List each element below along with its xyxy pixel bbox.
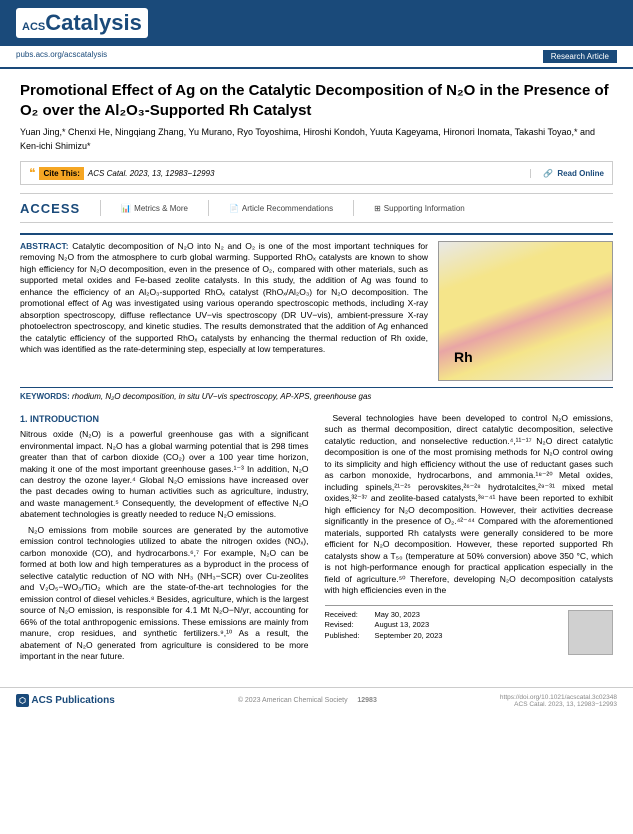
paragraph: N₂O emissions from mobile sources are ge… — [20, 525, 309, 663]
cover-thumbnail — [568, 610, 613, 655]
body-columns: 1. INTRODUCTION Nitrous oxide (N₂O) is a… — [20, 413, 613, 667]
footer-doi: https://doi.org/10.1021/acscatal.3c02348… — [500, 694, 617, 708]
left-column: 1. INTRODUCTION Nitrous oxide (N₂O) is a… — [20, 413, 309, 667]
link-icon: 🔗 — [543, 169, 553, 178]
copyright: © 2023 American Chemical Society 12983 — [115, 697, 500, 704]
right-column: Several technologies have been developed… — [325, 413, 614, 667]
section-heading: 1. INTRODUCTION — [20, 413, 309, 425]
read-online-label: Read Online — [557, 169, 604, 178]
paragraph: Nitrous oxide (N₂O) is a powerful greenh… — [20, 429, 309, 521]
acs-mark-icon: ⬡ — [16, 694, 29, 707]
abstract-text-block: ABSTRACT: Catalytic decomposition of N₂O… — [20, 241, 428, 381]
article-title: Promotional Effect of Ag on the Catalyti… — [20, 81, 613, 120]
page-footer: ⬡ ACS Publications © 2023 American Chemi… — [0, 687, 633, 714]
keywords-row: KEYWORDS: rhodium, N₂O decomposition, in… — [20, 387, 613, 401]
abstract-body: Catalytic decomposition of N₂O into N₂ a… — [20, 241, 428, 354]
article-icon: 📄 — [229, 204, 239, 213]
divider — [208, 200, 209, 216]
access-label: ACCESS — [20, 201, 80, 216]
author-list: Yuan Jing,* Chenxi He, Ningqiang Zhang, … — [20, 126, 613, 153]
paragraph: Several technologies have been developed… — [325, 413, 614, 597]
dates-box: Received: Revised: Published: May 30, 20… — [325, 605, 614, 655]
divider — [100, 200, 101, 216]
date-values: May 30, 2023 August 13, 2023 September 2… — [375, 610, 443, 655]
journal-header: ACSCatalysis — [0, 0, 633, 46]
pubs-url[interactable]: pubs.acs.org/acscatalysis — [16, 50, 107, 63]
metrics-icon: 📊 — [121, 204, 131, 213]
divider — [353, 200, 354, 216]
journal-logo: ACSCatalysis — [16, 8, 148, 38]
metrics-link[interactable]: 📊 Metrics & More — [121, 204, 188, 213]
subheader-bar: pubs.acs.org/acscatalysis Research Artic… — [0, 46, 633, 69]
main-content: Promotional Effect of Ag on the Catalyti… — [0, 69, 633, 679]
supporting-icon: ⊞ — [374, 204, 381, 213]
date-labels: Received: Revised: Published: — [325, 610, 375, 655]
access-bar: ACCESS 📊 Metrics & More 📄 Article Recomm… — [20, 193, 613, 223]
cite-text: ACS Catal. 2023, 13, 12983−12993 — [88, 169, 526, 178]
cite-label: Cite This: — [39, 167, 83, 180]
publisher-logo: ⬡ ACS Publications — [16, 695, 115, 706]
logo-name: Catalysis — [45, 10, 142, 35]
supporting-link[interactable]: ⊞ Supporting Information — [374, 204, 465, 213]
graphical-abstract — [438, 241, 613, 381]
keywords-label: KEYWORDS: — [20, 392, 70, 401]
logo-prefix: ACS — [22, 21, 45, 33]
abstract-label: ABSTRACT: — [20, 241, 69, 251]
keywords-text: rhodium, N₂O decomposition, in situ UV−v… — [72, 392, 371, 401]
abstract-section: ABSTRACT: Catalytic decomposition of N₂O… — [20, 235, 613, 381]
recommendations-link[interactable]: 📄 Article Recommendations — [229, 204, 333, 213]
article-type-badge: Research Article — [543, 50, 617, 63]
read-online-link[interactable]: 🔗 Read Online — [530, 169, 604, 178]
quote-icon: ❝ — [29, 166, 35, 180]
citation-bar: ❝ Cite This: ACS Catal. 2023, 13, 12983−… — [20, 161, 613, 185]
